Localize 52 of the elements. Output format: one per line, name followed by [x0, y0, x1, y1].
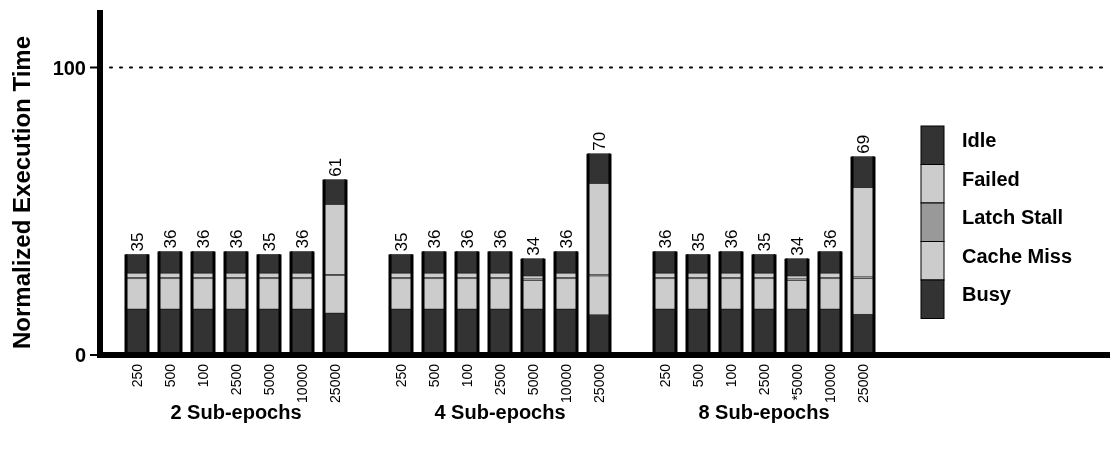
x-tick-label: *5000: [789, 363, 805, 401]
x-tick-label: 500: [426, 363, 442, 388]
x-tick-label: 2500: [492, 363, 508, 396]
total-label: 35: [260, 232, 279, 252]
legend-label: Failed: [962, 167, 1020, 190]
total-label: 34: [788, 236, 807, 256]
x-tick-label: 500: [162, 363, 178, 388]
legend-label: Idle: [962, 129, 997, 151]
total-label: 36: [293, 229, 312, 249]
y-tick-label: 0: [74, 344, 86, 366]
total-label: 69: [854, 134, 873, 154]
total-label: 36: [425, 229, 444, 249]
text: 2 Sub-epochs: [170, 401, 302, 423]
text: 4 Sub-epochs: [434, 401, 566, 423]
total-label: 35: [392, 232, 411, 252]
x-tick-label: 100: [723, 363, 739, 388]
legend-label: Cache Miss: [962, 244, 1073, 267]
total-label: 70: [590, 131, 609, 151]
total-label: 36: [458, 229, 477, 249]
total-label: 36: [557, 229, 576, 249]
x-tick-label: 10000: [294, 363, 310, 403]
total-label: 34: [524, 236, 543, 256]
x-tick-label: 25000: [327, 363, 343, 403]
y-axis-title: Normalized Execution Time: [8, 36, 35, 349]
total-label: 36: [656, 229, 675, 249]
total-label: 35: [128, 232, 147, 252]
total-label: 36: [821, 229, 840, 249]
total-label: 36: [491, 229, 510, 249]
legend-label: Latch Stall: [962, 206, 1064, 228]
x-tick-label: 250: [129, 363, 145, 388]
x-tick-label: 250: [657, 363, 673, 388]
x-tick-label: 25000: [591, 363, 607, 403]
total-label: 35: [689, 232, 708, 252]
x-tick-label: 250: [393, 363, 409, 388]
total-label: 36: [161, 229, 180, 249]
x-tick-label: 100: [195, 363, 211, 388]
total-label: 36: [722, 229, 741, 249]
legend-label: Busy: [962, 283, 1012, 305]
x-tick-label: 5000: [525, 363, 541, 396]
total-label: 36: [227, 229, 246, 249]
total-label: 35: [755, 232, 774, 252]
x-tick-label: 100: [459, 363, 475, 388]
x-tick-label: 10000: [558, 363, 574, 403]
x-tick-label: 2500: [228, 363, 244, 396]
x-tick-label: 2500: [756, 363, 772, 396]
x-tick-label: 500: [690, 363, 706, 388]
total-label: 36: [194, 229, 213, 249]
text: 8 Sub-epochs: [698, 401, 830, 423]
total-label: 61: [326, 157, 345, 177]
x-tick-label: 25000: [855, 363, 871, 403]
x-tick-label: 5000: [261, 363, 277, 396]
x-tick-label: 10000: [822, 363, 838, 403]
